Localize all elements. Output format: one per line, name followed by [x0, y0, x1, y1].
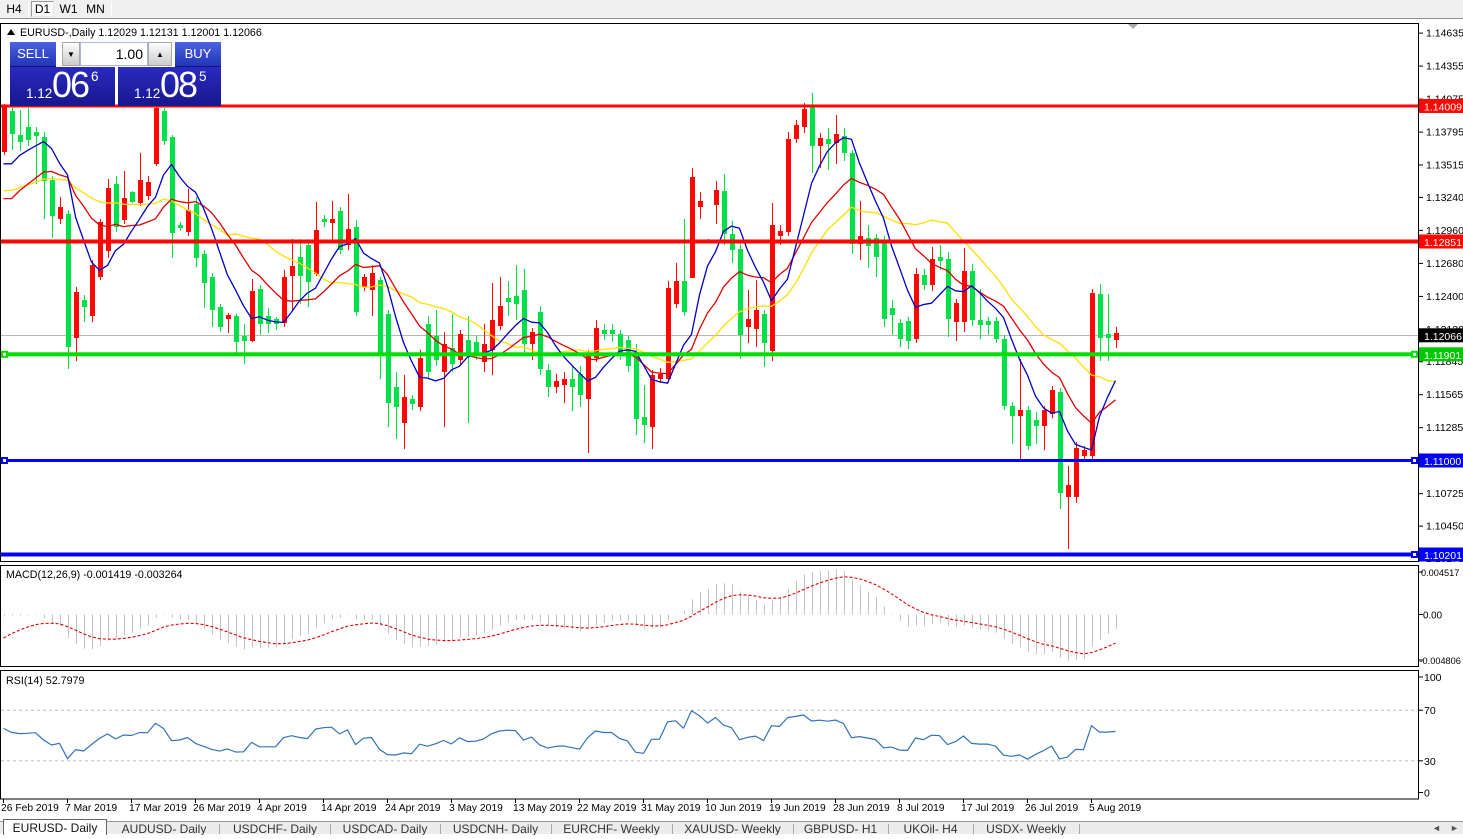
svg-text:30: 30	[1424, 756, 1436, 768]
svg-text:10 Jun 2019: 10 Jun 2019	[705, 803, 762, 814]
svg-text:26 Jul 2019: 26 Jul 2019	[1025, 803, 1079, 814]
svg-text:1.11000: 1.11000	[1424, 456, 1461, 468]
svg-text:17 Mar 2019: 17 Mar 2019	[129, 803, 187, 814]
svg-text:1.10201: 1.10201	[1424, 550, 1462, 562]
svg-text:RSI(14) 52.7979: RSI(14) 52.7979	[6, 675, 84, 687]
svg-text:-0.004806: -0.004806	[1420, 656, 1461, 666]
svg-text:5 Aug 2019: 5 Aug 2019	[1089, 803, 1141, 814]
svg-text:1.13795: 1.13795	[1426, 127, 1463, 139]
svg-text:1.14009: 1.14009	[1424, 102, 1462, 114]
svg-text:1.12680: 1.12680	[1426, 258, 1463, 270]
svg-text:1.13515: 1.13515	[1426, 160, 1463, 172]
svg-text:1.12066: 1.12066	[1424, 331, 1462, 343]
svg-text:8 Jul 2019: 8 Jul 2019	[897, 803, 945, 814]
svg-text:1.14635: 1.14635	[1426, 28, 1463, 40]
svg-text:17 Jul 2019: 17 Jul 2019	[961, 803, 1015, 814]
svg-text:24 Apr 2019: 24 Apr 2019	[385, 803, 441, 814]
svg-text:70: 70	[1424, 705, 1436, 717]
svg-text:MACD(12,26,9) -0.001419 -0.003: MACD(12,26,9) -0.001419 -0.003264	[6, 569, 183, 581]
svg-text:1.10725: 1.10725	[1426, 488, 1463, 500]
svg-text:7 Mar 2019: 7 Mar 2019	[65, 803, 117, 814]
svg-text:EURUSD-,Daily 1.12029 1.12131: EURUSD-,Daily 1.12029 1.12131 1.12001 1.…	[20, 27, 262, 39]
svg-text:0.004517: 0.004517	[1421, 568, 1459, 578]
svg-text:14 Apr 2019: 14 Apr 2019	[321, 803, 377, 814]
svg-text:22 May 2019: 22 May 2019	[577, 803, 637, 814]
svg-text:1.10450: 1.10450	[1426, 521, 1463, 533]
svg-text:1.12851: 1.12851	[1424, 237, 1462, 249]
svg-text:1.12960: 1.12960	[1426, 225, 1463, 237]
svg-text:3 May 2019: 3 May 2019	[449, 803, 503, 814]
svg-text:4 Apr 2019: 4 Apr 2019	[257, 803, 307, 814]
svg-text:19 Jun 2019: 19 Jun 2019	[769, 803, 826, 814]
svg-text:1.12400: 1.12400	[1426, 291, 1463, 303]
svg-text:13 May 2019: 13 May 2019	[513, 803, 573, 814]
svg-text:31 May 2019: 31 May 2019	[641, 803, 701, 814]
svg-text:1.11565: 1.11565	[1426, 389, 1463, 401]
svg-text:1.11285: 1.11285	[1426, 422, 1463, 434]
svg-text:1.14355: 1.14355	[1426, 61, 1463, 73]
svg-text:26 Mar 2019: 26 Mar 2019	[193, 803, 251, 814]
svg-text:1.11901: 1.11901	[1424, 350, 1461, 362]
svg-text:28 Jun 2019: 28 Jun 2019	[833, 803, 890, 814]
svg-text:0: 0	[1424, 788, 1430, 800]
svg-text:100: 100	[1424, 672, 1442, 684]
svg-text:1.13240: 1.13240	[1426, 192, 1463, 204]
svg-text:26 Feb 2019: 26 Feb 2019	[1, 803, 59, 814]
svg-text:0.00: 0.00	[1423, 611, 1443, 622]
